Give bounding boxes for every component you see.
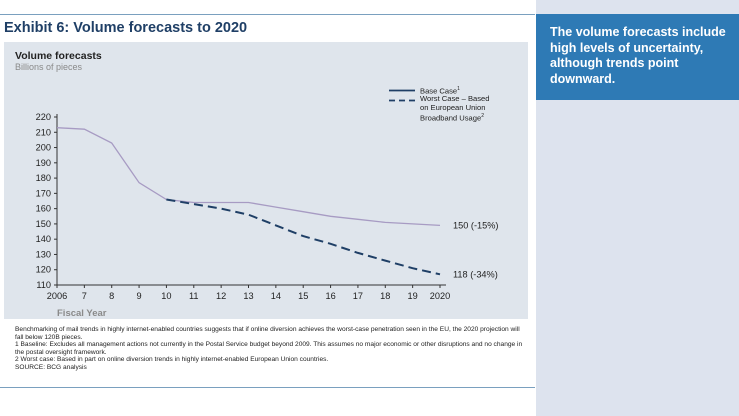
chart-subtitle: Billions of pieces bbox=[15, 62, 83, 72]
y-tick-label: 170 bbox=[36, 188, 51, 198]
x-tick-label: 17 bbox=[353, 291, 363, 301]
top-divider bbox=[0, 14, 535, 15]
x-tick-label: 2020 bbox=[430, 291, 450, 301]
y-tick-label: 220 bbox=[36, 112, 51, 122]
y-tick-label: 180 bbox=[36, 173, 51, 183]
series-base-case-line bbox=[56, 127, 441, 227]
note-source: SOURCE: BCG analysis bbox=[15, 363, 87, 371]
footnotes: Benchmarking of mail trends in highly in… bbox=[15, 326, 527, 372]
note-benchmarking: Benchmarking of mail trends in highly in… bbox=[15, 326, 520, 341]
legend-label-worst-line-1: Worst Case – Based bbox=[420, 94, 490, 103]
x-tick-label: 19 bbox=[408, 291, 418, 301]
x-tick-label: 2006 bbox=[47, 291, 67, 301]
y-tick-label: 150 bbox=[36, 219, 51, 229]
y-tick-label: 210 bbox=[36, 127, 51, 137]
bottom-divider bbox=[0, 387, 535, 388]
x-axis-label: Fiscal Year bbox=[57, 308, 107, 319]
note-baseline: 1 Baseline: Excludes all management acti… bbox=[15, 341, 523, 356]
legend-label-base: Base Case bbox=[420, 86, 458, 96]
x-tick-label: 18 bbox=[380, 291, 390, 301]
legend-label-worst-line-3: Broadband Usage bbox=[420, 113, 482, 123]
legend-swatch-base bbox=[389, 89, 415, 92]
y-tick-label: 140 bbox=[36, 234, 51, 244]
x-tick-label: 14 bbox=[271, 291, 281, 301]
legend-swatch-worst bbox=[389, 99, 415, 102]
chart-title: Volume forecasts bbox=[15, 50, 102, 62]
y-tick-label: 200 bbox=[36, 143, 51, 153]
callout-text: The volume forecasts include high levels… bbox=[550, 25, 726, 86]
x-tick-label: 9 bbox=[137, 291, 142, 301]
line-chart: 1101201301401501601701801902002102202006… bbox=[36, 112, 499, 319]
x-tick-label: 10 bbox=[161, 291, 171, 301]
legend-label-worst-line-2: on European Union bbox=[420, 102, 486, 112]
legend-sup-worst: 2 bbox=[481, 113, 484, 120]
x-tick-label: 11 bbox=[189, 291, 199, 301]
y-tick-label: 130 bbox=[36, 249, 51, 259]
x-tick-label: 15 bbox=[298, 291, 308, 301]
x-tick-label: 8 bbox=[109, 291, 114, 301]
callout-box: The volume forecasts include high levels… bbox=[536, 14, 739, 100]
y-tick-label: 110 bbox=[36, 280, 51, 290]
worst-case-end-label: 118 (-34%) bbox=[453, 269, 498, 279]
y-tick-label: 190 bbox=[36, 158, 51, 168]
x-tick-label: 16 bbox=[325, 291, 335, 301]
exhibit-title: Exhibit 6: Volume forecasts to 2020 bbox=[4, 20, 248, 36]
series-worst-case-line bbox=[166, 198, 441, 276]
chart-panel bbox=[4, 42, 528, 319]
x-tick-label: 13 bbox=[243, 291, 253, 301]
y-tick-label: 160 bbox=[36, 204, 51, 214]
x-tick-label: 12 bbox=[216, 291, 226, 301]
note-worst-case: 2 Worst case: Based in part on online di… bbox=[15, 356, 329, 364]
base-case-end-label: 150 (-15%) bbox=[453, 220, 498, 230]
x-tick-label: 7 bbox=[82, 291, 87, 301]
legend-sup-base: 1 bbox=[457, 86, 460, 92]
y-tick-label: 120 bbox=[36, 265, 51, 275]
